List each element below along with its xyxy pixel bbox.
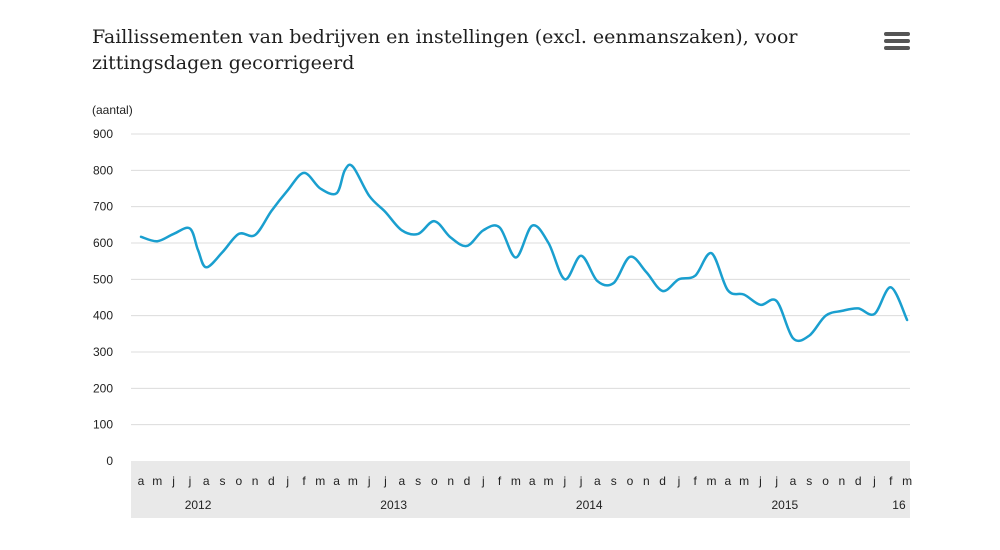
x-tick-label: m (707, 474, 717, 488)
x-tick-label: a (790, 474, 797, 488)
y-tick-label: 800 (93, 163, 113, 177)
x-tick-label: d (268, 474, 275, 488)
x-tick-label: j (774, 474, 778, 488)
y-tick-label: 200 (93, 381, 113, 395)
x-tick-label: a (724, 474, 731, 488)
x-tick-label: j (188, 474, 192, 488)
y-tick-label: 500 (93, 272, 113, 286)
x-tick-label: s (611, 474, 617, 488)
x-year-label: 2012 (185, 498, 212, 512)
x-tick-label: n (839, 474, 846, 488)
x-tick-label: f (498, 474, 502, 488)
x-tick-label: o (627, 474, 634, 488)
x-tick-label: a (138, 474, 145, 488)
x-tick-label: m (152, 474, 162, 488)
x-tick-label: d (464, 474, 471, 488)
x-tick-label: m (902, 474, 912, 488)
x-tick-label: j (579, 474, 583, 488)
x-tick-label: a (333, 474, 340, 488)
x-tick-label: a (529, 474, 536, 488)
x-tick-label: s (806, 474, 812, 488)
y-tick-label: 300 (93, 345, 113, 359)
x-tick-label: m (511, 474, 521, 488)
x-axis-band (131, 461, 910, 518)
x-tick-label: a (594, 474, 601, 488)
x-tick-label: m (739, 474, 749, 488)
x-tick-label: m (348, 474, 358, 488)
y-tick-label: 900 (93, 127, 113, 141)
series-line (139, 163, 909, 343)
y-tick-label: 700 (93, 200, 113, 214)
x-tick-label: j (367, 474, 371, 488)
x-tick-label: j (383, 474, 387, 488)
x-tick-label: j (171, 474, 175, 488)
y-tick-label: 100 (93, 418, 113, 432)
x-year-label: 2014 (576, 498, 603, 512)
x-year-label: 2013 (380, 498, 407, 512)
x-tick-label: d (855, 474, 862, 488)
x-tick-label: n (447, 474, 454, 488)
x-tick-label: j (872, 474, 876, 488)
x-tick-label: a (203, 474, 210, 488)
x-tick-label: n (643, 474, 650, 488)
y-tick-label: 400 (93, 309, 113, 323)
x-tick-label: o (431, 474, 438, 488)
y-tick-label: 0 (106, 454, 113, 468)
x-tick-label: a (398, 474, 405, 488)
x-tick-label: f (302, 474, 306, 488)
x-tick-label: f (889, 474, 893, 488)
x-tick-label: n (252, 474, 259, 488)
x-tick-label: j (285, 474, 289, 488)
y-axis-label: (aantal) (92, 103, 133, 117)
x-tick-label: j (562, 474, 566, 488)
y-tick-label: 600 (93, 236, 113, 250)
x-year-label: 2015 (771, 498, 798, 512)
x-tick-label: f (694, 474, 698, 488)
x-tick-label: m (544, 474, 554, 488)
x-year-label: 16 (892, 498, 906, 512)
x-tick-label: j (677, 474, 681, 488)
x-tick-label: d (659, 474, 666, 488)
chart-title: Faillissementen van bedrijven en instell… (92, 26, 798, 74)
x-tick-label: o (822, 474, 829, 488)
x-tick-label: s (220, 474, 226, 488)
x-tick-label: j (481, 474, 485, 488)
x-tick-label: j (758, 474, 762, 488)
x-tick-label: o (235, 474, 242, 488)
x-tick-label: s (415, 474, 421, 488)
hamburger-menu-icon[interactable] (884, 32, 910, 54)
x-tick-label: m (315, 474, 325, 488)
